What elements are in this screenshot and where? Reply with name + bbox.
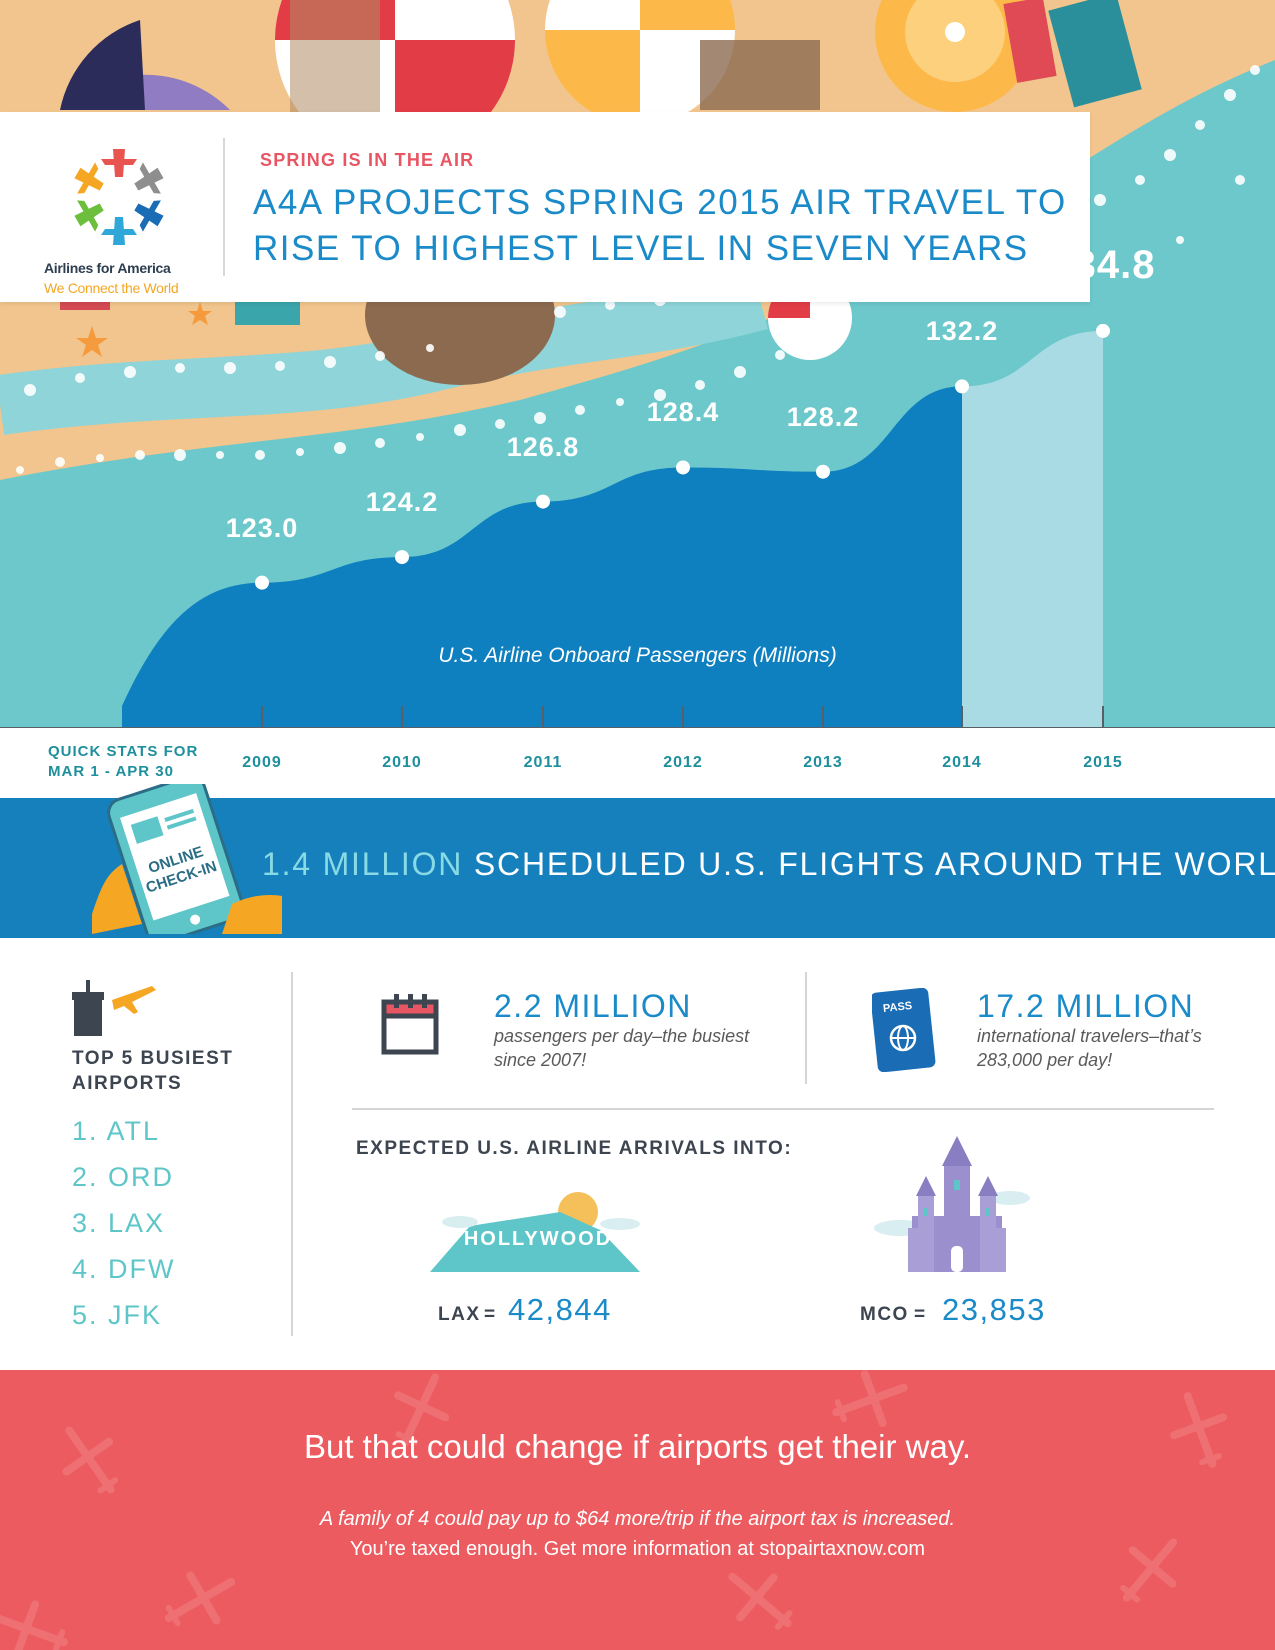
footer-tax-note: A family of 4 could pay up to $64 more/t… (319, 1508, 956, 1530)
data-point (536, 494, 550, 509)
quick-stats-line-2: MAR 1 - APR 30 (48, 763, 174, 780)
passengers-caption-line-1: passengers per day–the busiest (494, 1026, 750, 1046)
intl-caption-line-1: international travelers–that’s (977, 1026, 1202, 1046)
busiest-title-line-1: TOP 5 BUSIEST (72, 1048, 234, 1069)
quick-stats-label: QUICK STATS FOR MAR 1 - APR 30 (48, 742, 198, 782)
passport-icon: PASS (872, 988, 936, 1072)
mco-arrivals-value: 23,853 (942, 1292, 1046, 1327)
actual-area (122, 386, 962, 728)
header-divider (223, 138, 225, 276)
international-travelers-caption: international travelers–that’s 283,000 p… (977, 1024, 1202, 1072)
airlines-for-america-logo: Airlines for America We Connect the Worl… (40, 142, 200, 296)
kicker-text: SPRING IS IN THE AIR (260, 150, 475, 170)
column-divider (291, 972, 293, 1336)
data-value-label: 132.2 (925, 316, 999, 347)
footer-headline: But that could change if airports get th… (303, 1428, 972, 1465)
airport-item: 5. JFK (72, 1300, 163, 1330)
castle-icon (874, 1136, 1030, 1272)
busiest-airports-title: TOP 5 BUSIEST AIRPORTS (72, 1046, 233, 1096)
flights-banner: ONLINE CHECK-IN 1.4 MILLION SCHEDULED U.… (0, 784, 1275, 938)
data-point (676, 460, 690, 475)
year-axis-row: QUICK STATS FOR MAR 1 - APR 30 2009 2010 2… (0, 728, 1275, 798)
busiest-title-line-2: AIRPORTS (72, 1073, 183, 1094)
international-travelers-value: 17.2 MILLION (977, 988, 1195, 1024)
data-point (955, 379, 969, 394)
data-value-label: 123.0 (225, 512, 299, 543)
data-point (395, 550, 409, 565)
passport-label: PASS (882, 1000, 912, 1015)
phone-check-in-icon: ONLINE CHECK-IN (92, 784, 282, 934)
x-axis-tick-label: 2009 (242, 754, 282, 771)
x-axis-tick-label: 2011 (523, 754, 563, 771)
lax-arrivals-value: 42,844 (508, 1292, 612, 1327)
data-value-label: 128.2 (786, 401, 860, 432)
stats-section: TOP 5 BUSIEST AIRPORTS 1. ATL 2. ORD 3. … (0, 938, 1275, 1370)
footer-more-info: You’re taxed enough. Get more informatio… (349, 1538, 926, 1560)
section-divider (352, 1108, 1214, 1110)
arrivals-title: EXPECTED U.S. AIRLINE ARRIVALS INTO: (356, 1138, 793, 1159)
x-axis-tick-label: 2013 (803, 754, 843, 771)
headline-line-1: A4A PROJECTS SPRING 2015 AIR TRAVEL TO (253, 183, 1067, 222)
data-value-label: 134.8 (1050, 242, 1156, 287)
mco-equals: = (914, 1304, 926, 1325)
flights-highlight: 1.4 MILLION (262, 846, 464, 882)
data-point (1096, 323, 1110, 338)
footer-banner: But that could change if airports get th… (0, 1370, 1275, 1650)
stats-divider (805, 972, 807, 1084)
data-point (816, 464, 830, 479)
flights-text: SCHEDULED U.S. FLIGHTS AROUND THE WORLD (463, 846, 1275, 882)
hero-section: Airlines for America We Connect the Worl… (0, 0, 1275, 740)
beach-illustration (0, 0, 1275, 740)
x-axis-tick-label: 2014 (942, 754, 982, 771)
data-value-label: 126.8 (506, 431, 580, 462)
passengers-caption-line-2: since 2007! (494, 1050, 587, 1070)
data-value-label: 128.4 (646, 397, 720, 428)
hollywood-sign-icon: HOLLYWOOD (430, 1192, 640, 1272)
chart-series-label: U.S. Airline Onboard Passengers (Million… (438, 644, 837, 667)
passengers-per-day-caption: passengers per day–the busiest since 200… (494, 1024, 749, 1072)
logo-tagline: We Connect the World (44, 280, 179, 296)
airport-item: 1. ATL (72, 1116, 161, 1146)
mco-code: MCO (860, 1304, 909, 1325)
passengers-per-day-value: 2.2 MILLION (494, 988, 692, 1024)
projected-area (962, 330, 1103, 728)
plane-snowflake-icon (74, 149, 164, 245)
headline-line-2: RISE TO HIGHEST LEVEL IN SEVEN YEARS (253, 229, 1029, 268)
airport-item: 4. DFW (72, 1254, 176, 1284)
header-banner: Airlines for America We Connect the Worl… (0, 112, 1090, 302)
page-title: A4A PROJECTS SPRING 2015 AIR TRAVEL TO R… (253, 180, 1073, 272)
flights-statement: 1.4 MILLION SCHEDULED U.S. FLIGHTS AROUN… (262, 846, 1275, 883)
airport-item: 3. LAX (72, 1208, 166, 1238)
calendar-icon (381, 994, 439, 1055)
hollywood-sign-text: HOLLYWOOD (464, 1228, 612, 1250)
data-value-label: 124.2 (365, 487, 439, 518)
x-axis-tick-label: 2015 (1083, 754, 1123, 771)
logo-name: Airlines for America (44, 260, 171, 276)
quick-stats-line-1: QUICK STATS FOR (48, 743, 199, 760)
data-point (255, 575, 269, 590)
intl-caption-line-2: 283,000 per day! (977, 1050, 1113, 1070)
x-axis-tick-label: 2010 (382, 754, 422, 771)
x-axis-tick-label: 2012 (663, 754, 703, 771)
lax-code: LAX (438, 1304, 481, 1325)
control-tower-plane-icon (72, 980, 156, 1036)
plane-pattern-background (0, 1370, 1228, 1650)
lax-equals: = (484, 1304, 496, 1325)
airport-item: 2. ORD (72, 1162, 175, 1192)
